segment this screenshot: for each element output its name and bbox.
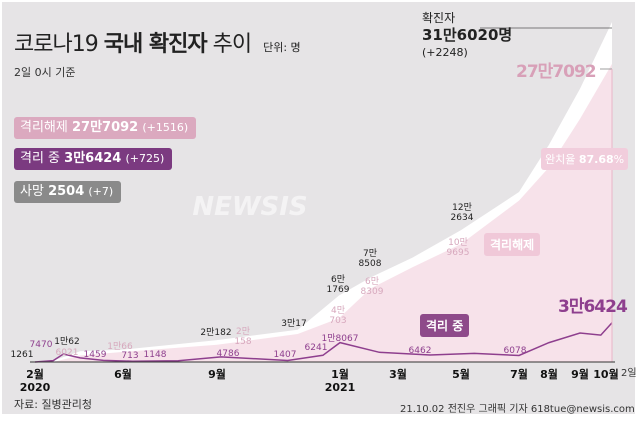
x-tick-label: 9월 [208,367,226,381]
x-year-label: 2020 [20,381,51,394]
x-tick-label: 5월 [452,367,470,381]
data-label: 1261 [11,350,34,360]
data-label: 713 [121,351,138,361]
confirmed-delta: (+2248) [422,46,468,59]
data-label: 7만 8508 [359,248,382,269]
rate-unit: % [613,153,625,166]
title-end: 추이 [212,32,252,57]
legend-isolated: 격리 중 3만6424 (+725) [14,148,173,170]
rate-label: 완치율 [545,153,576,166]
legend-value: 2504 [48,184,85,199]
legend-delta: (+725) [125,152,165,165]
isolated-line [34,322,613,363]
data-label: 1만66 [107,341,133,352]
data-label: 7470 [30,340,53,350]
data-label: 1148 [144,350,167,360]
legend-label: 격리해제 [20,120,68,135]
page-title: 코로나19 국내 확진자 추이 단위: 명 [14,26,301,58]
data-label: 6241 [305,343,328,353]
released-tag: 격리해제 [484,233,541,256]
legend-delta: (+7) [88,185,114,198]
data-label: 6462 [409,346,432,356]
data-label: 3만17 [281,318,306,329]
watermark: NEWSIS [192,192,307,222]
x-tick-label: 3월 [389,367,407,381]
data-label: 1407 [274,350,297,360]
data-label: 2만182 [200,327,231,338]
data-label: 6만 8309 [361,276,384,297]
x-tick-label: 10월 [593,367,618,381]
released-callout: 27만7092 [516,62,597,82]
data-label: 10만 9695 [447,237,470,258]
source: 자료: 질병관리청 [14,398,93,411]
x-tick-label: 8월 [540,367,558,381]
legend-released: 격리해제 27만7092 (+1516) [14,117,197,139]
legend-delta: (+1516) [142,121,189,134]
confirmed-label: 확진자 [422,11,456,25]
x-tick-label: 2월 [26,367,44,381]
title-bold: 국내 확진자 [103,32,208,57]
data-label: 1만8067 [322,333,359,344]
x-tick-label: 1월 [331,367,349,381]
legend-value: 27만7092 [71,120,139,135]
x-tick-label: 9월 [571,367,589,381]
confirmed-value: 31만6020명 [422,26,513,44]
confirmed-callout: 확진자 31만6020명 (+2248) [422,10,512,61]
rate-value: 87.68 [578,153,614,166]
recovery-rate: 완치율 87.68% [541,148,629,170]
legend-label: 사망 [20,184,44,199]
x-year-label: 2021 [325,381,356,394]
data-label: 2만 158 [234,326,251,347]
legend-label: 격리 중 [20,151,61,166]
isolated-end-label: 3만6424 [558,297,628,317]
data-label: 4786 [217,349,240,359]
isolated-tag: 격리 중 [420,314,470,337]
data-label: 4만 703 [329,305,346,326]
data-label: 6021 [56,348,79,358]
data-label: 12만 2634 [451,202,474,223]
unit-label: 단위: 명 [263,41,301,54]
subtitle: 2일 0시 기준 [14,66,76,79]
data-label: 1만62 [54,336,79,347]
data-label: 1459 [84,350,107,360]
data-label: 6078 [504,346,527,356]
data-label: 6만 1769 [327,274,350,295]
released-area [35,63,612,363]
legend-deaths: 사망 2504 (+7) [14,181,122,203]
x-tick-label: 6월 [114,367,132,381]
x-end-label: 2일 [621,367,637,379]
credit: 21.10.02 전진우 그래픽 기자 618tue@newsis.com [400,404,635,415]
x-tick-label: 7월 [510,367,528,381]
title-light: 코로나19 [14,32,99,57]
legend-value: 3만6424 [64,151,122,166]
